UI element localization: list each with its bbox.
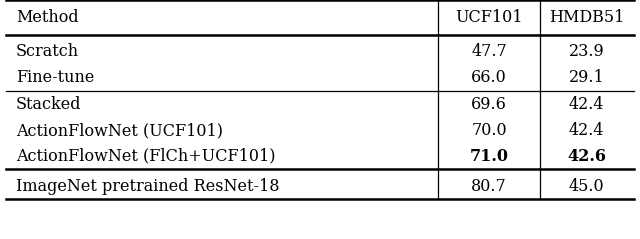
Text: Method: Method xyxy=(16,9,79,26)
Text: 42.4: 42.4 xyxy=(569,96,604,113)
Text: 45.0: 45.0 xyxy=(569,178,604,195)
Text: Scratch: Scratch xyxy=(16,43,79,60)
Text: 47.7: 47.7 xyxy=(471,43,507,60)
Text: Stacked: Stacked xyxy=(16,96,81,113)
Text: 69.6: 69.6 xyxy=(471,96,507,113)
Text: 66.0: 66.0 xyxy=(471,69,507,86)
Text: ActionFlowNet (UCF101): ActionFlowNet (UCF101) xyxy=(16,122,223,139)
Text: 29.1: 29.1 xyxy=(569,69,604,86)
Text: ActionFlowNet (FlCh+UCF101): ActionFlowNet (FlCh+UCF101) xyxy=(16,148,275,165)
Text: 80.7: 80.7 xyxy=(471,178,507,195)
Text: HMDB51: HMDB51 xyxy=(549,9,624,26)
Text: 42.6: 42.6 xyxy=(567,148,606,165)
Text: UCF101: UCF101 xyxy=(455,9,523,26)
Text: 70.0: 70.0 xyxy=(471,122,507,139)
Text: 42.4: 42.4 xyxy=(569,122,604,139)
Text: Fine-tune: Fine-tune xyxy=(16,69,94,86)
Text: 23.9: 23.9 xyxy=(569,43,604,60)
Text: ImageNet pretrained ResNet-18: ImageNet pretrained ResNet-18 xyxy=(16,178,280,195)
Text: 71.0: 71.0 xyxy=(470,148,508,165)
